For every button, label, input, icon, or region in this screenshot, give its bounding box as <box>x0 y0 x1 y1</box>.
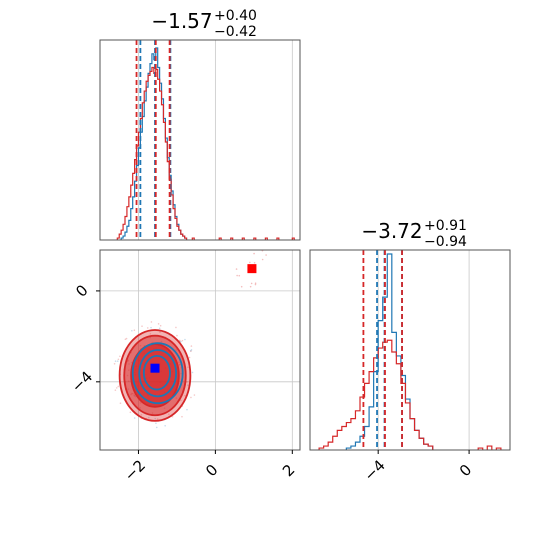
scatter-point <box>159 331 161 333</box>
scatter-point <box>190 349 193 351</box>
scatter-point <box>155 422 157 425</box>
histogram-series_a <box>120 47 188 240</box>
scatter-point <box>249 261 251 264</box>
scatter-point <box>133 417 136 419</box>
scatter-point <box>157 323 160 325</box>
scatter-point <box>116 360 119 362</box>
scatter-point <box>236 274 238 277</box>
panel-title-minus: −0.42 <box>214 24 257 40</box>
scatter-point <box>147 416 150 419</box>
scatter-point <box>180 340 182 343</box>
scatter-point <box>181 415 183 418</box>
scatter-point <box>159 324 162 327</box>
scatter-point <box>113 362 116 365</box>
panel-hist-1: −1.57 +0.40−0.42 <box>99 8 301 241</box>
scatter-point <box>150 326 152 329</box>
scatter-point <box>240 285 243 288</box>
x-tick-label: −4 <box>360 456 388 484</box>
scatter-point <box>187 384 189 386</box>
scatter-point <box>190 396 192 399</box>
panel-title-plus: +0.40 <box>214 8 257 24</box>
scatter-point <box>117 358 120 361</box>
axes-frame <box>99 249 301 451</box>
scatter-point <box>178 339 181 342</box>
scatter-point <box>235 268 238 270</box>
scatter-point <box>158 327 161 330</box>
scatter-point <box>190 345 193 347</box>
scatter-point <box>191 371 194 374</box>
scatter-point <box>129 411 132 414</box>
histogram-series_b <box>116 66 295 240</box>
x-tick-label: −2 <box>121 456 149 484</box>
scatter-point <box>261 258 264 261</box>
scatter-point <box>250 282 253 285</box>
scatter-point <box>114 360 117 362</box>
histogram-series_b <box>318 339 502 450</box>
scatter-point <box>119 402 122 405</box>
x-tick-label: 0 <box>456 461 475 480</box>
scatter-point <box>249 285 252 288</box>
scatter-point <box>193 394 196 396</box>
scatter-point <box>190 350 192 352</box>
scatter-point <box>176 334 178 337</box>
scatter-point <box>140 414 143 416</box>
scatter-point <box>254 282 257 285</box>
scatter-point <box>115 387 118 389</box>
scatter-point <box>253 252 255 255</box>
scatter-point <box>265 254 267 256</box>
scatter-point <box>254 283 257 286</box>
scatter-point <box>253 261 256 264</box>
scatter-point <box>188 356 191 359</box>
contour-series_a <box>142 355 171 391</box>
scatter-point <box>125 337 128 340</box>
panel-title-median: −1.57 <box>151 9 212 33</box>
y-tick-label: −4 <box>68 368 96 396</box>
scatter-point <box>164 424 166 427</box>
scatter-point <box>124 338 127 341</box>
scatter-point <box>186 408 188 411</box>
scatter-point <box>175 326 177 329</box>
panel-hist-2: −3.72 +0.91−0.94 −4 0 <box>309 218 511 485</box>
axes-frame <box>99 39 301 241</box>
truth-marker-marker_b <box>247 264 257 274</box>
truth-marker-marker_a <box>150 363 160 373</box>
scatter-point <box>184 338 186 341</box>
histogram-series_a <box>345 253 434 450</box>
panel-title-median: −3.72 <box>361 219 422 243</box>
scatter-point <box>186 381 188 383</box>
axes-frame <box>309 249 511 451</box>
scatter-point <box>114 389 117 391</box>
scatter-point <box>141 325 143 327</box>
contour-series_a <box>138 349 178 398</box>
scatter-point <box>156 418 159 420</box>
x-tick-label: 0 <box>202 461 221 480</box>
y-tick-label: 0 <box>72 281 91 300</box>
scatter-point <box>150 321 153 323</box>
scatter-point <box>180 399 182 402</box>
scatter-point <box>146 327 149 329</box>
scatter-point <box>149 333 152 335</box>
scatter-point <box>238 274 241 277</box>
panel-2d-contour: −2 0 2 0 −4 <box>68 249 301 485</box>
scatter-point <box>133 329 136 331</box>
scatter-point <box>155 426 158 429</box>
panel-title-plus: +0.91 <box>424 218 467 234</box>
scatter-point <box>181 339 184 342</box>
scatter-point <box>168 413 170 416</box>
scatter-point <box>187 366 189 369</box>
scatter-point <box>117 385 120 388</box>
panel-title-minus: −0.94 <box>424 234 467 250</box>
scatter-point <box>154 417 157 420</box>
scatter-point <box>189 349 192 352</box>
scatter-point <box>131 329 133 332</box>
scatter-point <box>184 394 186 397</box>
scatter-point <box>119 355 121 358</box>
x-tick-label: 2 <box>279 461 298 480</box>
grid <box>138 40 293 240</box>
contour-series_a <box>131 342 184 405</box>
